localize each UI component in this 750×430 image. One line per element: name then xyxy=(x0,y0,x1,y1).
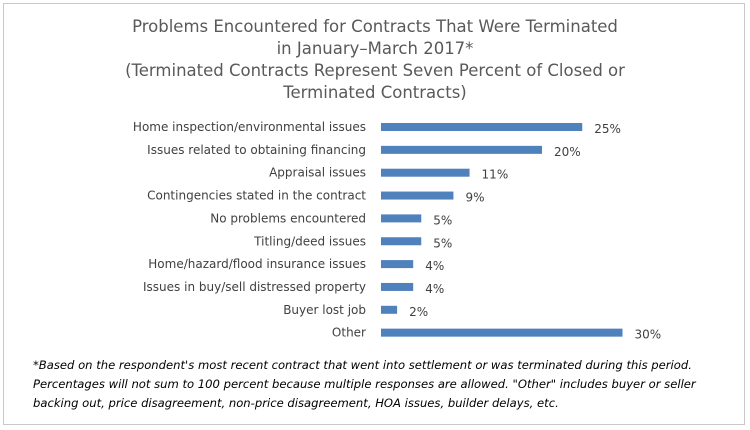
chart-title-line-3: (Terminated Contracts Represent Seven Pe… xyxy=(125,61,625,80)
chart-title-line-2: in January–March 2017* xyxy=(276,39,474,58)
chart-title-line-4: Terminated Contracts) xyxy=(283,83,467,102)
chart-frame xyxy=(3,3,745,425)
category-label: Home inspection/environmental issues xyxy=(133,120,366,134)
bar xyxy=(381,305,398,314)
bar xyxy=(381,260,414,269)
data-label: 5% xyxy=(433,236,452,250)
bar xyxy=(381,282,414,291)
data-label: 9% xyxy=(465,191,484,205)
data-label: 20% xyxy=(554,145,581,159)
data-label: 25% xyxy=(594,122,621,136)
chart-footnote: *Based on the respondent's most recent c… xyxy=(33,356,738,413)
bar xyxy=(381,191,454,200)
data-label: 30% xyxy=(635,328,662,342)
data-label: 4% xyxy=(425,259,444,273)
bar xyxy=(381,145,542,154)
bar xyxy=(381,214,422,223)
category-label: Issues related to obtaining financing xyxy=(147,143,366,157)
bar xyxy=(381,123,583,131)
data-label: 2% xyxy=(409,305,428,319)
category-label: Contingencies stated in the contract xyxy=(147,189,366,203)
category-label: Home/hazard/flood insurance issues xyxy=(148,257,366,271)
category-label: Issues in buy/sell distressed property xyxy=(143,280,366,294)
category-label: Buyer lost job xyxy=(283,303,366,317)
category-label: Other xyxy=(332,326,366,340)
bar xyxy=(381,328,623,337)
category-label: No problems encountered xyxy=(210,211,366,225)
category-label: Titling/deed issues xyxy=(253,234,366,248)
footnote-line-2: Percentages will not sum to 100 percent … xyxy=(33,377,696,391)
footnote-line-3: backing out, price disagreement, non-pri… xyxy=(33,396,559,410)
category-label: Appraisal issues xyxy=(269,166,366,180)
chart-title-line-1: Problems Encountered for Contracts That … xyxy=(132,17,618,36)
data-label: 11% xyxy=(482,168,509,182)
bar xyxy=(381,237,422,246)
data-label: 4% xyxy=(425,282,444,296)
bar xyxy=(381,168,470,177)
chart-title: Problems Encountered for Contracts That … xyxy=(40,16,710,104)
data-label: 5% xyxy=(433,213,452,227)
footnote-line-1: *Based on the respondent's most recent c… xyxy=(33,358,692,372)
